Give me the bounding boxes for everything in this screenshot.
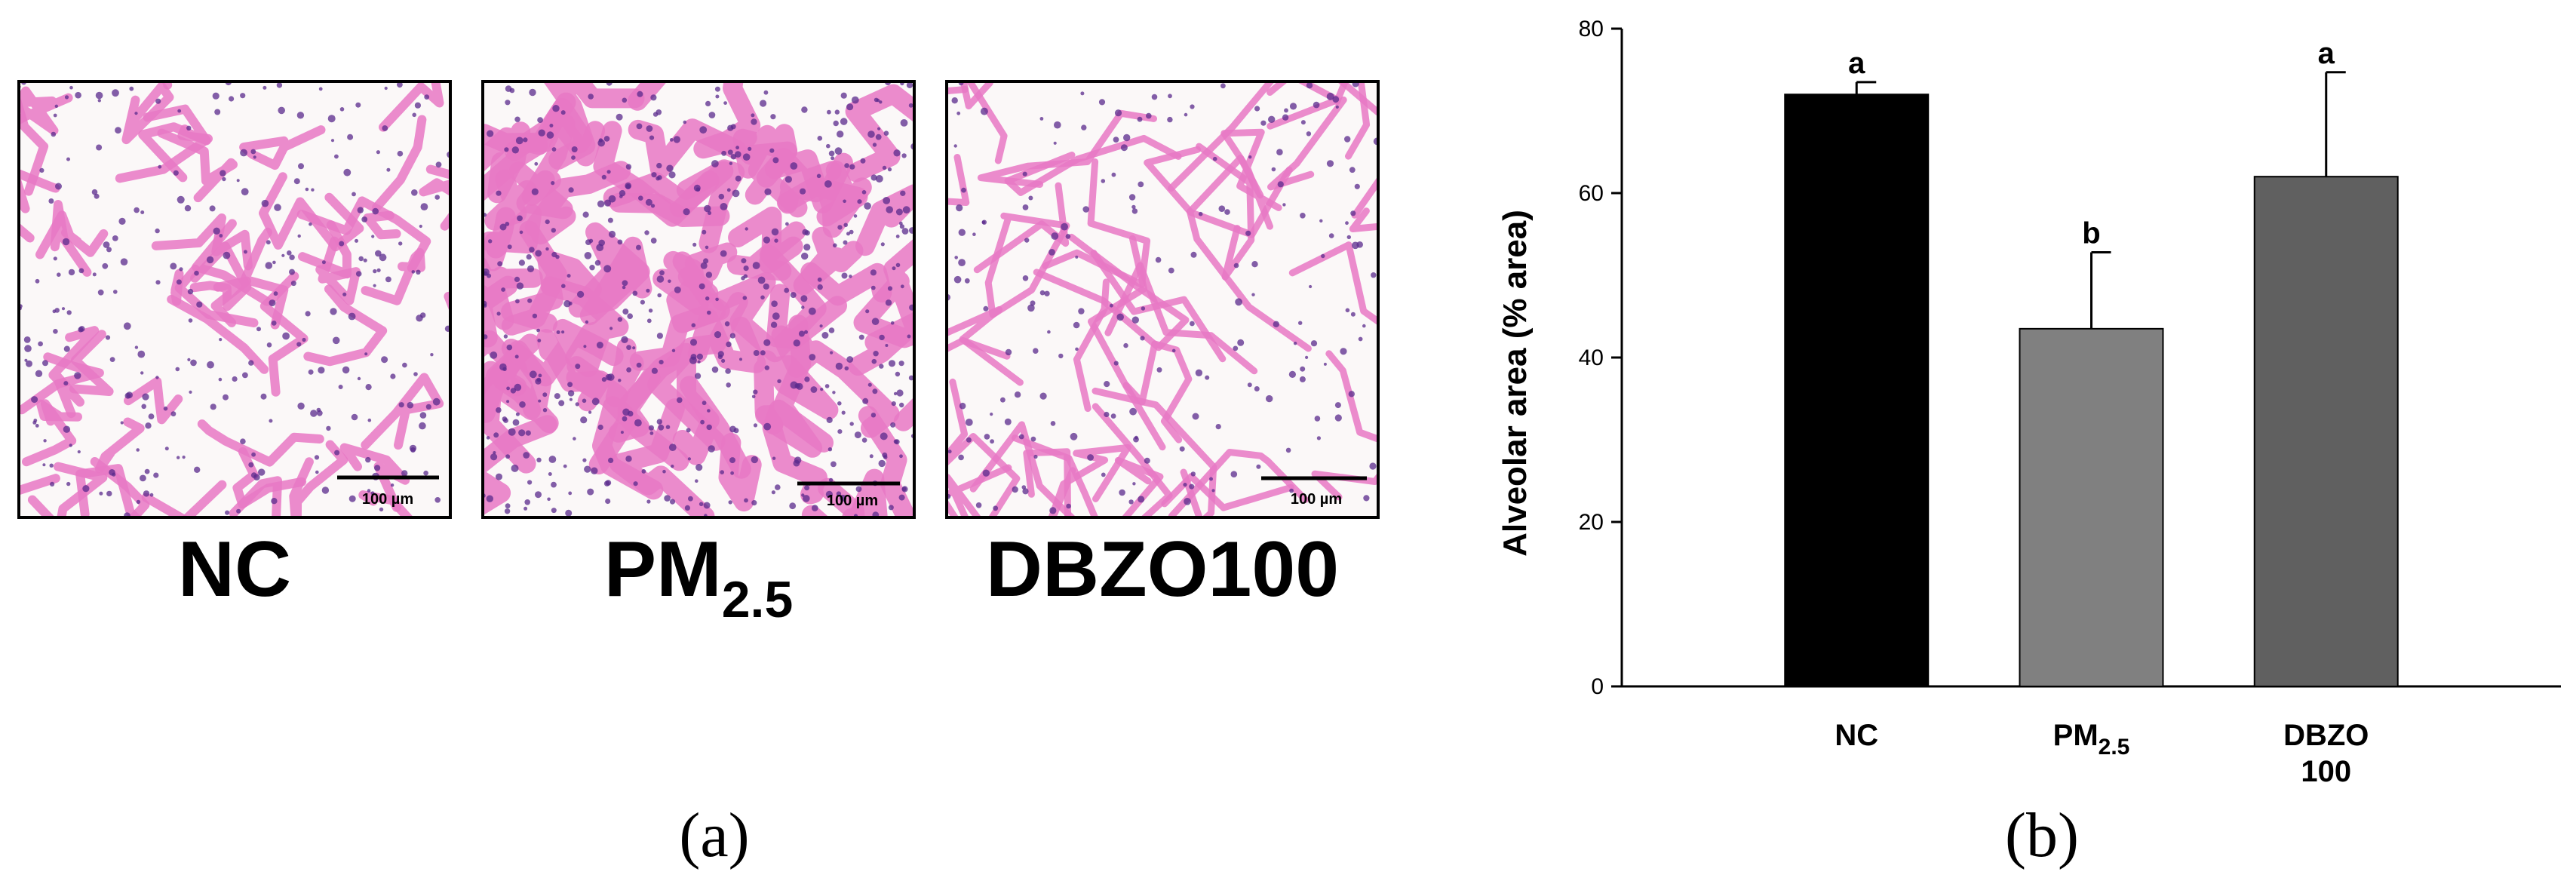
significance-label: b <box>2082 216 2100 250</box>
category-labels: NC PM2.5 DBZO100 <box>1835 719 2369 788</box>
image-label-nc: NC <box>178 526 291 613</box>
panel-letter-a: (a) <box>679 800 749 870</box>
panel-letter-b: (b) <box>2005 800 2079 870</box>
y-tick-label: 20 <box>1579 510 1604 535</box>
bar-series: a b a <box>1784 37 2399 687</box>
image-label-pm25: PM2.5 <box>604 526 794 628</box>
bar <box>2253 176 2399 687</box>
histology-panel: 100 µm 100 µm 100 µm NC PM2.5 DBZO100 (a… <box>17 80 1380 870</box>
category-label: NC <box>1835 719 1878 752</box>
tissue-texture <box>19 81 450 517</box>
y-tick-label: 80 <box>1579 17 1604 41</box>
y-tick-label: 60 <box>1579 181 1604 206</box>
bar-chart: Alveolar area (% area) 0 20 40 60 80 a b a NC P… <box>1497 17 2561 870</box>
image-label-dbzo100: DBZO100 <box>986 526 1339 613</box>
histology-image-pm25: 100 µm <box>481 80 916 519</box>
y-axis: 0 20 40 60 80 <box>1579 17 1623 699</box>
y-tick-label: 40 <box>1579 345 1604 370</box>
category-label: PM2.5 <box>2053 719 2130 760</box>
significance-label: a <box>2318 37 2335 70</box>
scale-bar-label: 100 µm <box>827 493 878 509</box>
bar <box>1784 94 1930 687</box>
category-label-line2: 100 <box>2301 755 2351 788</box>
scale-bar-label: 100 µm <box>362 491 413 508</box>
tissue-texture <box>947 81 1378 517</box>
tissue-texture <box>483 81 914 517</box>
scale-bar-label: 100 µm <box>1291 491 1342 508</box>
histology-image-nc: 100 µm <box>17 80 452 519</box>
bar <box>2019 327 2164 687</box>
significance-label: a <box>1848 47 1865 80</box>
y-tick-label: 0 <box>1591 674 1604 699</box>
y-axis-label: Alveolar area (% area) <box>1497 210 1534 557</box>
category-label: DBZO <box>2283 719 2369 752</box>
histology-image-dbzo100: 100 µm <box>945 80 1380 519</box>
